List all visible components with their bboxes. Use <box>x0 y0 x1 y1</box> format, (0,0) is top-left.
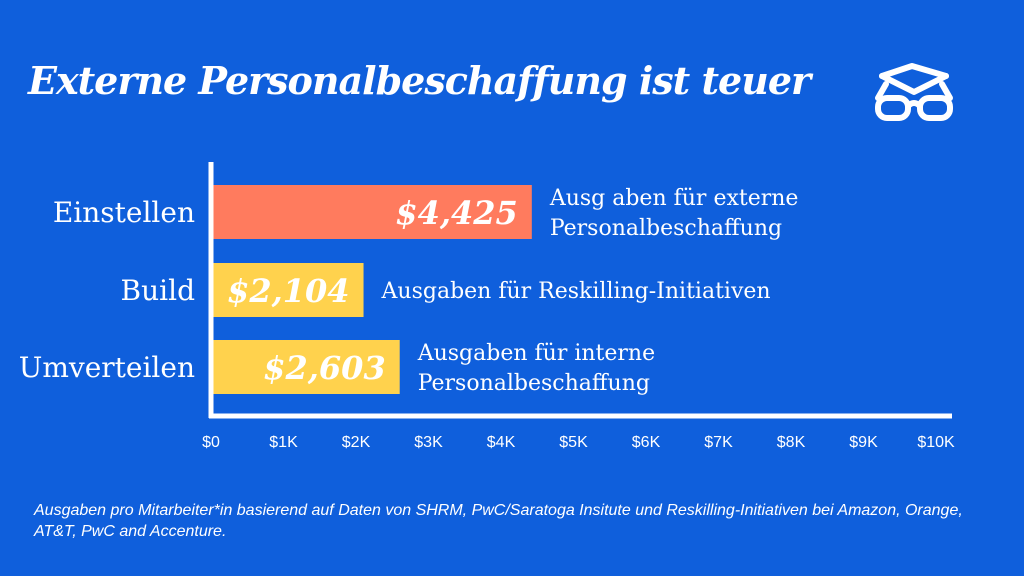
x-tick-label: $7K <box>704 434 733 451</box>
x-tick-label: $0 <box>202 434 220 451</box>
x-tick-label: $9K <box>849 434 878 451</box>
x-tick-label: $3K <box>414 434 443 451</box>
category-label: Build <box>121 274 196 307</box>
value-label: $2,603 <box>263 349 385 387</box>
annotation-line: Ausgaben für Reskilling-Initiativen <box>381 279 771 304</box>
footnote: Ausgaben pro Mitarbeiter*in basierend au… <box>34 502 963 540</box>
bar-umverteilen <box>211 340 400 394</box>
x-tick-label: $1K <box>269 434 298 451</box>
x-tick-label: $2K <box>342 434 371 451</box>
annotation-line: Ausg aben für externe <box>549 186 799 211</box>
x-tick-label: $6K <box>632 434 661 451</box>
glasses-icon <box>875 63 953 121</box>
x-tick-label: $8K <box>777 434 806 451</box>
x-tick-label: $5K <box>559 434 588 451</box>
bar-build <box>211 263 364 317</box>
annotation-line: Personalbeschaffung <box>550 216 782 241</box>
x-tick-label: $4K <box>487 434 516 451</box>
annotation-line: Personalbeschaffung <box>418 371 650 396</box>
value-label: $4,425 <box>395 194 517 232</box>
category-label: Einstellen <box>53 196 195 229</box>
annotation-line: Ausgaben für interne <box>417 341 655 366</box>
x-tick-label: $10K <box>917 434 955 451</box>
value-label: $2,104 <box>227 272 349 310</box>
chart-title: Externe Personalbeschaffung ist teuer <box>28 58 811 103</box>
bar-einstellen <box>211 185 532 239</box>
category-label: Umverteilen <box>19 351 195 384</box>
